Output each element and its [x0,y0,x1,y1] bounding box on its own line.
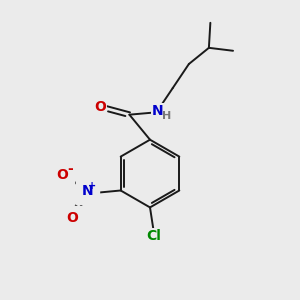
Text: H: H [162,111,171,121]
Text: N: N [152,104,164,118]
Text: O: O [57,168,69,182]
Text: N: N [82,184,93,198]
Text: O: O [67,212,79,226]
Text: +: + [88,182,96,191]
Text: Cl: Cl [146,229,161,243]
Text: -: - [67,162,73,176]
Text: O: O [94,100,106,114]
